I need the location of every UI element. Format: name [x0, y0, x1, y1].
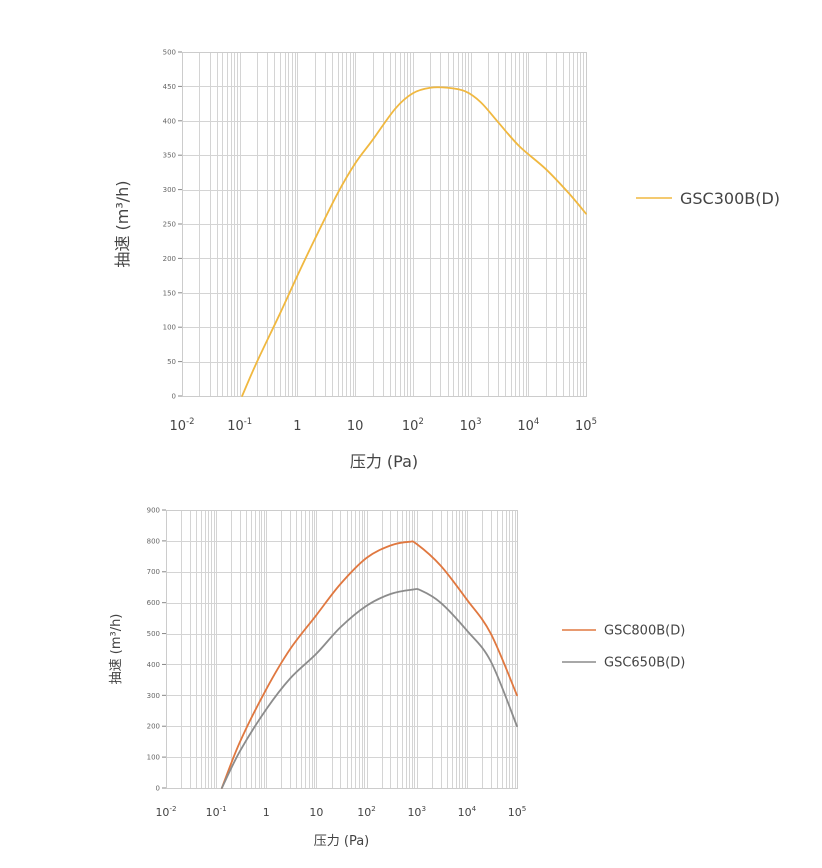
x-tick-label: 10: [309, 806, 323, 819]
y-axis-title: 抽速 (m³/h): [109, 614, 124, 685]
legend-label: GSC800B(D): [604, 624, 685, 639]
y-tick-label: 400: [163, 117, 176, 125]
y-tick-label: 50: [167, 358, 176, 366]
x-tick-label: 105: [508, 804, 527, 819]
y-tick-label: 100: [147, 754, 160, 762]
y-tick-label: 500: [163, 48, 176, 56]
x-tick-label: 10-2: [170, 416, 195, 434]
x-tick-label: 102: [402, 416, 424, 434]
y-tick-label: 700: [147, 568, 160, 576]
x-tick-label: 1: [293, 419, 301, 434]
y-tick-label: 250: [163, 220, 176, 228]
x-tick-label: 10-2: [155, 804, 176, 819]
y-ticks: 0 100 200 300 400 500 600 700 800 900: [147, 506, 166, 792]
x-tick-label: 104: [517, 416, 539, 434]
y-tick-label: 100: [163, 324, 176, 332]
x-tick-label: 105: [575, 416, 597, 434]
legend-label: GSC650B(D): [604, 656, 685, 671]
y-tick-label: 200: [163, 255, 176, 263]
x-axis-title: 压力 (Pa): [314, 834, 370, 849]
x-tick-label: 1: [263, 806, 270, 819]
y-ticks: 0 50 100 150 200 250 300 350 400 450 500: [163, 48, 182, 400]
plot-frame: [182, 52, 587, 397]
grid: [182, 52, 586, 397]
y-tick-label: 900: [147, 506, 160, 514]
x-tick-label: 10: [347, 419, 364, 434]
y-tick-label: 400: [147, 661, 160, 669]
y-tick-label: 350: [163, 152, 176, 160]
y-tick-label: 0: [172, 392, 176, 400]
grid: [166, 510, 517, 789]
y-tick-label: 500: [147, 630, 160, 638]
series-line-GSC800B(D): [220, 540, 518, 789]
x-ticks: 10-2 10-1 1 10 102 103 104 105: [155, 804, 526, 819]
x-axis-title: 压力 (Pa): [350, 452, 418, 471]
y-tick-label: 800: [147, 537, 160, 545]
y-tick-label: 600: [147, 599, 160, 607]
x-tick-label: 103: [407, 804, 426, 819]
y-tick-label: 0: [156, 784, 160, 792]
x-tick-label: 104: [458, 804, 477, 819]
y-tick-label: 300: [147, 692, 160, 700]
y-tick-label: 150: [163, 289, 176, 297]
x-tick-label: 103: [460, 416, 482, 434]
x-tick-label: 10-1: [227, 416, 252, 434]
x-tick-label: 10-1: [206, 804, 227, 819]
x-ticks: 10-2 10-1 1 10 102 103 104 105: [170, 416, 597, 434]
x-tick-label: 102: [357, 804, 376, 819]
legend-label: GSC300B(D): [680, 189, 780, 208]
y-tick-label: 300: [163, 186, 176, 194]
series-line-GSC300B(D): [241, 86, 587, 397]
y-tick-label: 200: [147, 723, 160, 731]
y-tick-label: 450: [163, 83, 176, 91]
series-line-GSC650B(D): [220, 588, 518, 789]
y-axis-title: 抽速 (m³/h): [113, 180, 132, 267]
plot-frame: [166, 510, 518, 789]
